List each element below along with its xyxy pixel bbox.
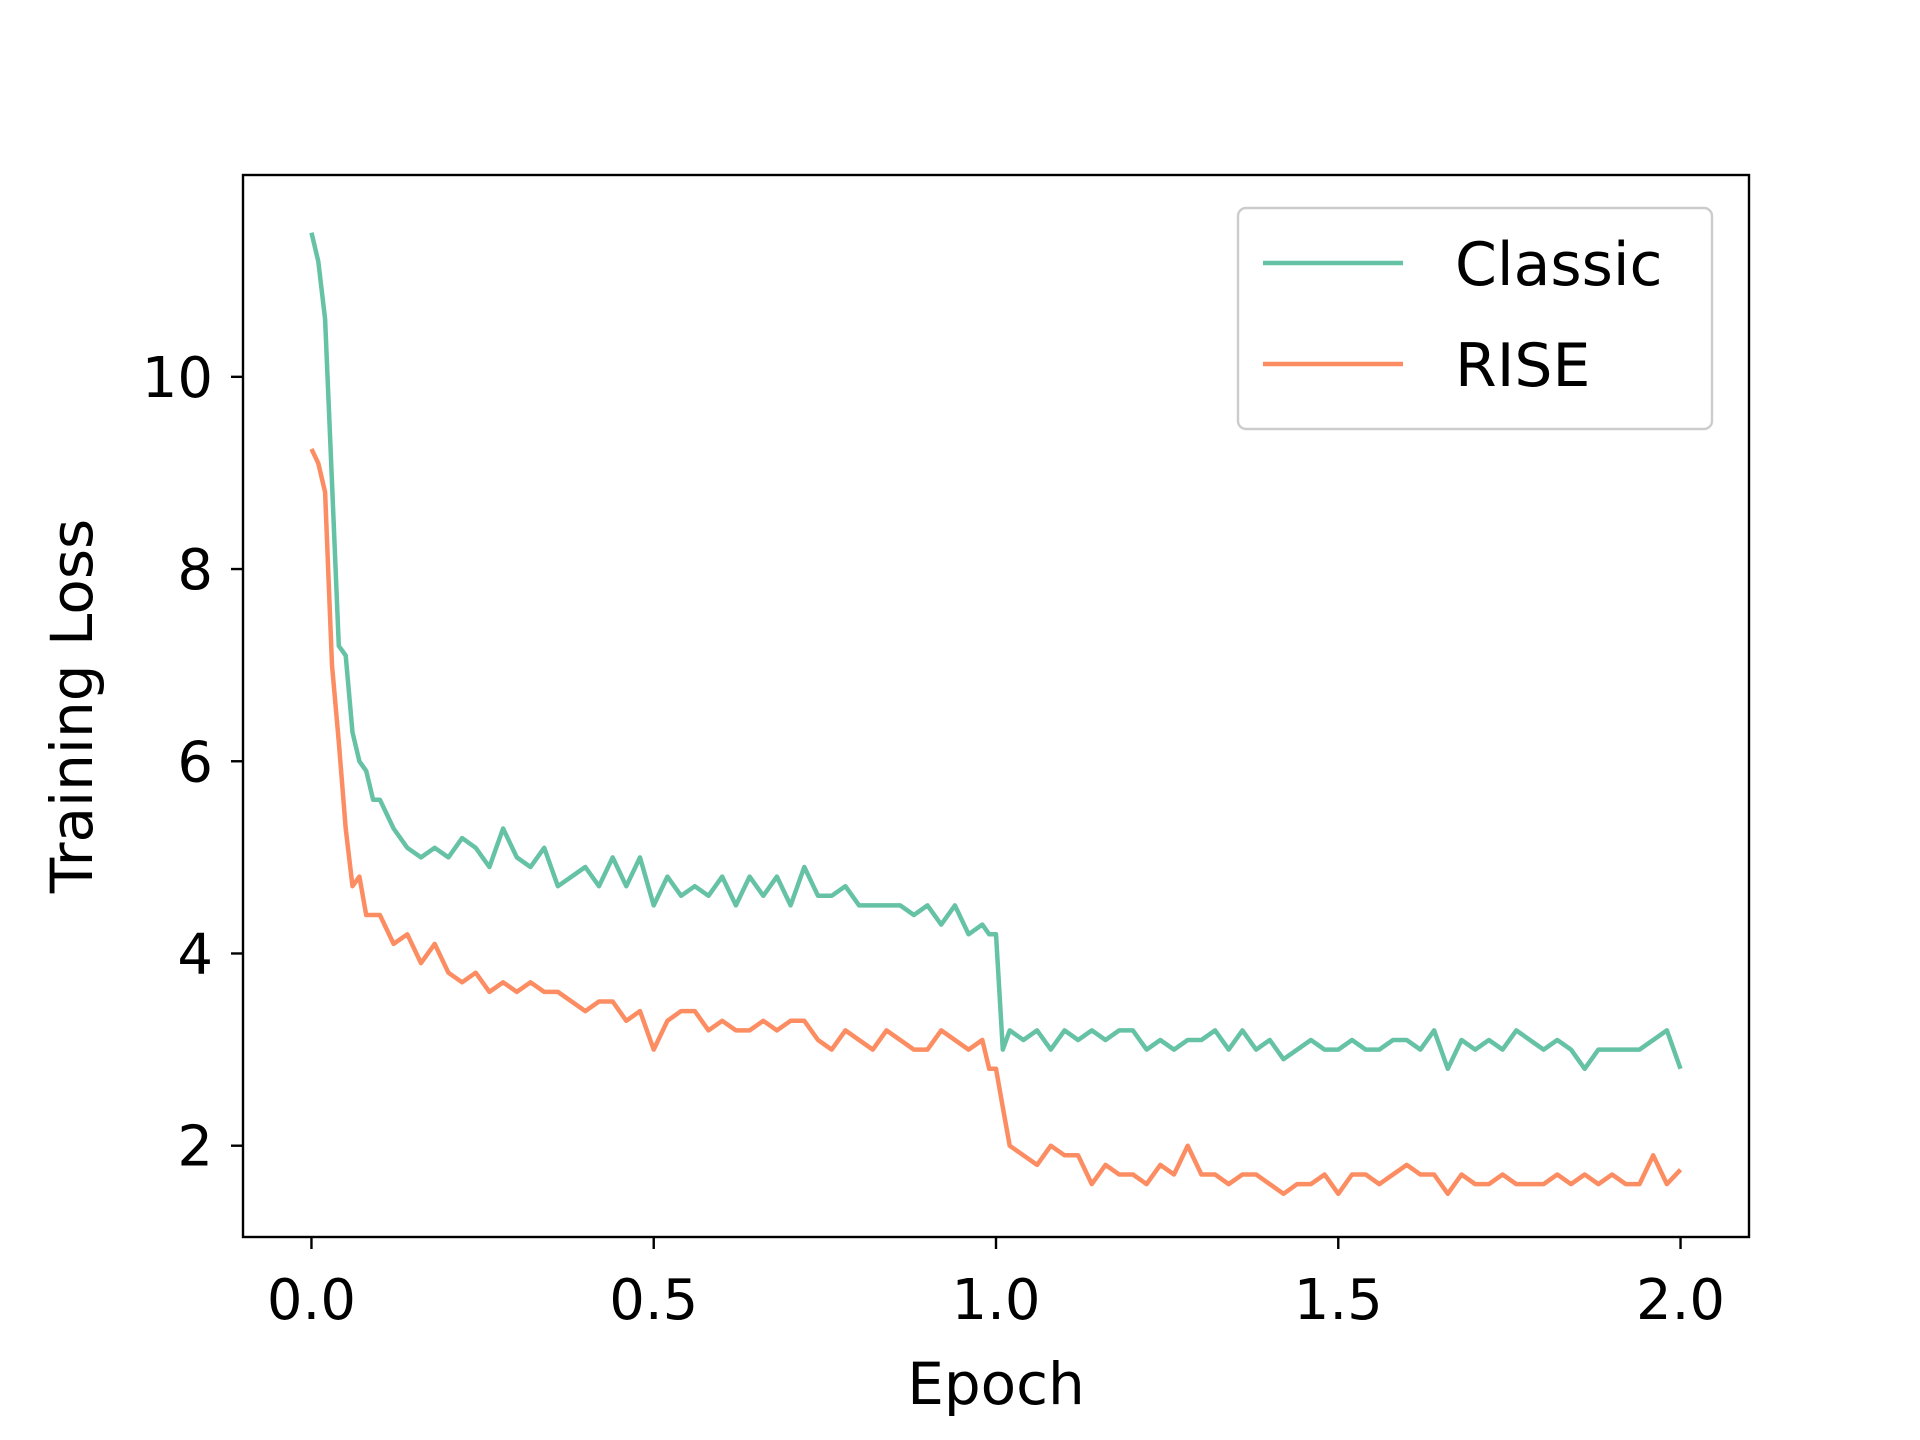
x-tick-label: 1.5: [1294, 1268, 1383, 1333]
y-axis-ticks: 2 4 6 8 10: [142, 346, 243, 1180]
series-layer: [309, 232, 1683, 1197]
x-tick-label: 0.0: [267, 1268, 356, 1333]
y-tick-label: 8: [177, 538, 213, 603]
y-tick-label: 10: [142, 346, 213, 411]
y-tick-label: 4: [177, 922, 213, 987]
y-axis-label: Training Loss: [38, 519, 106, 895]
x-tick-label: 0.5: [609, 1268, 698, 1333]
x-axis-label: Epoch: [907, 1350, 1085, 1418]
x-tick-label: 1.0: [951, 1268, 1040, 1333]
legend-label-classic: Classic: [1455, 230, 1663, 300]
series-line-rise: [309, 447, 1683, 1197]
y-tick-label: 6: [177, 730, 213, 795]
series-line-classic: [309, 232, 1683, 1072]
x-axis-ticks: 0.0 0.5 1.0 1.5 2.0: [267, 1237, 1725, 1333]
legend: Classic RISE: [1236, 206, 1714, 431]
x-tick-label: 2.0: [1636, 1268, 1725, 1333]
y-tick-label: 2: [177, 1115, 213, 1180]
legend-label-rise: RISE: [1455, 331, 1590, 401]
